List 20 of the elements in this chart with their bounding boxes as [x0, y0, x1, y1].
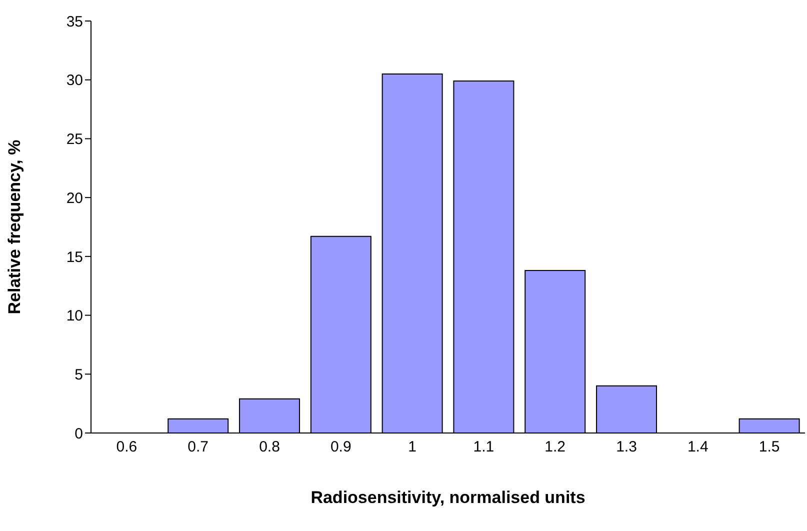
- y-tick-label: 0: [74, 425, 83, 442]
- x-tick-label: 0.6: [116, 438, 138, 456]
- x-tick-label: 1.1: [473, 438, 494, 456]
- y-tick-label: 5: [74, 366, 83, 384]
- x-tick-label: 1.5: [758, 438, 780, 456]
- x-tick-label: 1.4: [687, 438, 708, 456]
- y-tick-label: 25: [66, 131, 83, 148]
- y-axis-title: Relative frequency, %: [5, 140, 24, 314]
- x-axis-title: Radiosensitivity, normalised units: [310, 488, 586, 507]
- x-tick-label: 1.2: [544, 438, 566, 456]
- x-tick-label: 0.9: [330, 438, 352, 456]
- y-tick-label: 35: [66, 13, 83, 30]
- x-tick-label: 0.7: [188, 438, 209, 456]
- y-tick-label: 15: [66, 248, 83, 266]
- x-tick-label: 0.8: [259, 438, 280, 456]
- y-tick-label: 20: [66, 190, 83, 207]
- x-tick-label: 1: [408, 438, 416, 456]
- y-tick-label: 10: [66, 308, 83, 325]
- x-tick-label: 1.3: [616, 438, 637, 456]
- y-tick-label: 30: [66, 72, 83, 90]
